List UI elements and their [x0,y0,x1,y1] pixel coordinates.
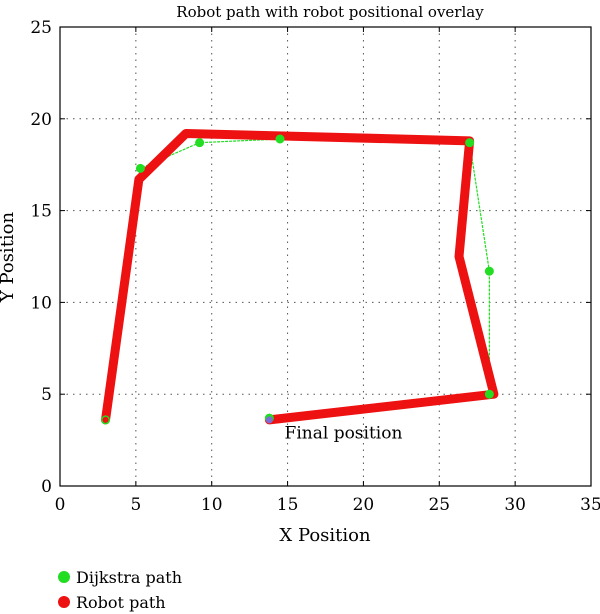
grid-lines [60,27,591,486]
dijkstra-point [484,389,494,399]
plot-area [59,26,592,487]
legend-marker-robot [58,596,70,608]
robot-final-point [265,416,273,424]
y-tick-label: 15 [30,202,52,222]
robot-start-point [102,416,109,423]
final-position-annotation: Final position [285,423,403,443]
legend: Dijkstra path Robot path [58,568,182,612]
dijkstra-point [195,138,205,148]
axis-ticks: 0 5 10 15 20 25 30 35 0 5 10 15 20 25 [30,18,600,515]
x-tick-label: 20 [353,495,375,515]
series-layer [101,128,499,425]
x-axis-title: X Position [279,525,371,546]
legend-label-dijkstra: Dijkstra path [76,568,182,587]
robot-path-line [101,128,499,425]
dijkstra-point [275,134,285,144]
x-tick-label: 35 [580,495,600,515]
x-tick-label: 0 [55,495,66,515]
dijkstra-point [465,138,475,148]
legend-marker-dijkstra [58,571,70,583]
x-tick-label: 10 [201,495,223,515]
dijkstra-point [484,266,494,276]
x-tick-label: 5 [130,495,141,515]
x-tick-label: 15 [277,495,299,515]
y-axis-title: Y Position [0,211,18,303]
legend-label-robot: Robot path [76,593,166,612]
x-tick-label: 30 [504,495,526,515]
dijkstra-point [135,163,145,173]
y-tick-label: 10 [30,293,52,313]
y-tick-label: 0 [41,477,52,497]
dijkstra-path-line [104,138,490,420]
y-tick-label: 5 [41,385,52,405]
x-tick-label: 25 [428,495,450,515]
y-tick-label: 20 [30,110,52,130]
y-tick-label: 25 [30,18,52,38]
chart-title: Robot path with robot positional overlay [176,3,484,21]
